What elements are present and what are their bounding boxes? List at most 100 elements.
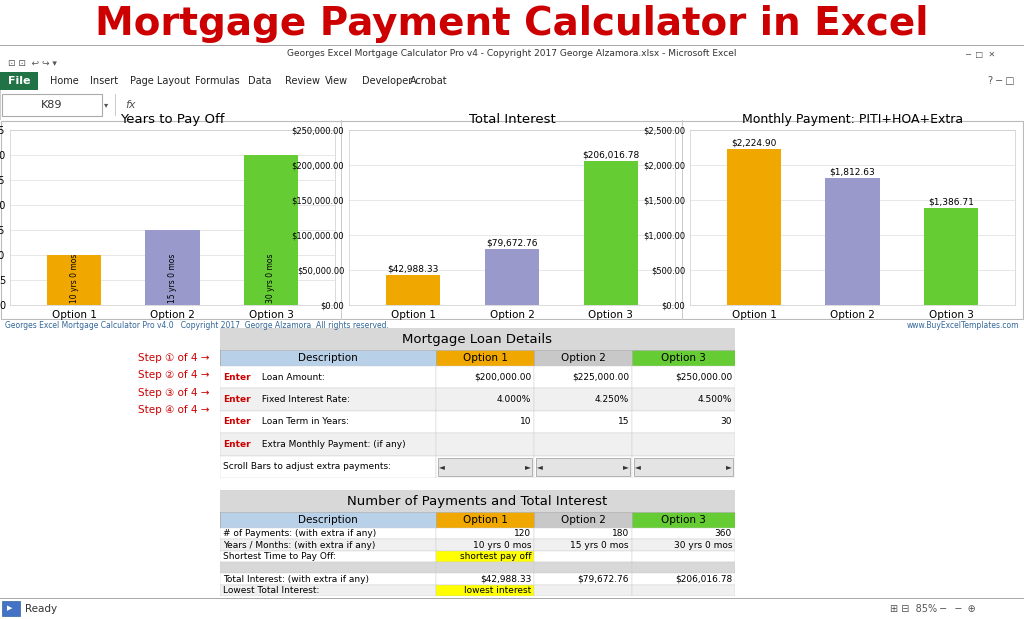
Text: 120: 120: [514, 529, 531, 538]
Bar: [220, 562, 436, 573]
Bar: [825, 178, 880, 305]
Bar: [535, 366, 632, 388]
Bar: [220, 539, 436, 551]
Text: ▶: ▶: [7, 605, 12, 612]
Bar: [436, 551, 535, 562]
Bar: [386, 275, 440, 305]
Text: ◄: ◄: [538, 462, 543, 471]
Text: $1,812.63: $1,812.63: [829, 167, 876, 176]
Text: 180: 180: [611, 529, 629, 538]
Text: 4.250%: 4.250%: [595, 395, 629, 404]
Text: ? ─ □: ? ─ □: [988, 76, 1015, 86]
Text: Enter: Enter: [223, 417, 251, 426]
Text: fx: fx: [125, 100, 135, 110]
Text: Data: Data: [248, 76, 271, 86]
Bar: [220, 528, 436, 539]
Text: Developer: Developer: [362, 76, 413, 86]
Bar: [220, 388, 436, 411]
Text: ►: ►: [726, 462, 732, 471]
Text: K89: K89: [41, 100, 62, 110]
Bar: [0, 45, 1024, 46]
Text: Georges Excel Mortgage Calculator Pro v4 - Copyright 2017 George Alzamora.xlsx -: Georges Excel Mortgage Calculator Pro v4…: [288, 50, 736, 59]
Text: Mortgage Payment Calculator in Excel: Mortgage Payment Calculator in Excel: [95, 5, 929, 43]
Text: $225,000.00: $225,000.00: [571, 373, 629, 382]
Text: Loan Amount:: Loan Amount:: [259, 373, 325, 382]
Text: $79,672.76: $79,672.76: [486, 238, 538, 248]
Bar: [436, 562, 535, 573]
Bar: [535, 562, 632, 573]
Text: View: View: [325, 76, 348, 86]
Text: 15 yrs 0 mos: 15 yrs 0 mos: [570, 540, 629, 550]
Bar: [436, 539, 535, 551]
Bar: [0, 90, 1024, 120]
Bar: [0, 72, 38, 90]
Text: 15 yrs 0 mos: 15 yrs 0 mos: [168, 254, 177, 303]
Bar: [584, 161, 638, 305]
Text: # of Payments: (with extra if any): # of Payments: (with extra if any): [223, 529, 376, 538]
Bar: [220, 490, 735, 512]
Bar: [924, 208, 978, 305]
Bar: [632, 585, 735, 596]
Text: Shortest Time to Pay Off:: Shortest Time to Pay Off:: [223, 552, 336, 561]
Bar: [220, 433, 436, 456]
Text: Fixed Interest Rate:: Fixed Interest Rate:: [259, 395, 350, 404]
Text: Scroll Bars to adjust extra payments:: Scroll Bars to adjust extra payments:: [223, 462, 391, 471]
Bar: [436, 433, 535, 456]
Text: Option 3: Option 3: [662, 353, 706, 363]
Bar: [484, 249, 540, 305]
Bar: [634, 457, 733, 476]
Bar: [535, 573, 632, 585]
Text: 10 yrs 0 mos: 10 yrs 0 mos: [473, 540, 531, 550]
Bar: [537, 457, 630, 476]
Text: 10 yrs 0 mos: 10 yrs 0 mos: [70, 254, 79, 303]
Text: ◄: ◄: [635, 462, 641, 471]
Bar: [535, 388, 632, 411]
Text: Review: Review: [285, 76, 319, 86]
Bar: [632, 512, 735, 528]
Bar: [632, 350, 735, 366]
Bar: [2, 94, 102, 116]
Text: ⊡ ⊡  ↩ ↪ ▾: ⊡ ⊡ ↩ ↪ ▾: [8, 59, 57, 67]
Text: 4.000%: 4.000%: [497, 395, 531, 404]
Text: $79,672.76: $79,672.76: [578, 574, 629, 584]
Text: 15: 15: [617, 417, 629, 426]
Text: Mortgage Loan Details: Mortgage Loan Details: [402, 332, 553, 345]
Bar: [220, 411, 436, 433]
Text: Description: Description: [298, 515, 358, 525]
Bar: [220, 350, 436, 366]
Text: shortest pay off: shortest pay off: [460, 552, 531, 561]
Bar: [436, 512, 535, 528]
Text: $1,386.71: $1,386.71: [928, 197, 974, 206]
Bar: [632, 388, 735, 411]
Text: 4.500%: 4.500%: [697, 395, 732, 404]
Text: Option 2: Option 2: [560, 515, 605, 525]
Bar: [535, 456, 632, 478]
Text: Insert: Insert: [90, 76, 118, 86]
Title: Years to Pay Off: Years to Pay Off: [120, 113, 224, 126]
Text: Extra Monthly Payment: (if any): Extra Monthly Payment: (if any): [259, 440, 406, 449]
Title: Total Interest: Total Interest: [469, 113, 555, 126]
Bar: [436, 456, 535, 478]
Text: Enter: Enter: [223, 440, 251, 449]
Bar: [535, 585, 632, 596]
Text: File: File: [8, 76, 31, 86]
Bar: [220, 328, 735, 350]
Text: 360: 360: [715, 529, 732, 538]
Text: 30 yrs 0 mos: 30 yrs 0 mos: [266, 254, 275, 303]
Bar: [535, 411, 632, 433]
Text: Acrobat: Acrobat: [410, 76, 447, 86]
Bar: [220, 512, 436, 528]
Text: Loan Term in Years:: Loan Term in Years:: [259, 417, 349, 426]
Bar: [632, 562, 735, 573]
Text: Step ① of 4 →: Step ① of 4 →: [138, 353, 210, 363]
Text: Description: Description: [298, 353, 358, 363]
Bar: [436, 388, 535, 411]
Bar: [535, 528, 632, 539]
Bar: [632, 433, 735, 456]
Text: Total Interest: (with extra if any): Total Interest: (with extra if any): [223, 574, 369, 584]
Bar: [632, 573, 735, 585]
Text: Georges Excel Mortgage Calculator Pro v4.0   Copyright 2017  George Alzamora  Al: Georges Excel Mortgage Calculator Pro v4…: [5, 321, 389, 330]
Text: Number of Payments and Total Interest: Number of Payments and Total Interest: [347, 495, 607, 508]
Text: Years / Months: (with extra if any): Years / Months: (with extra if any): [223, 540, 376, 550]
Text: ◄: ◄: [439, 462, 445, 471]
